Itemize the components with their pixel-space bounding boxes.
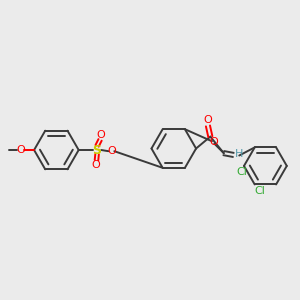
Text: Cl: Cl <box>236 167 247 177</box>
Text: H: H <box>235 149 243 159</box>
Text: O: O <box>96 130 105 140</box>
Text: O: O <box>203 115 212 125</box>
Text: Cl: Cl <box>255 186 266 196</box>
Text: O: O <box>16 145 25 155</box>
Text: S: S <box>93 143 102 157</box>
Text: O: O <box>209 137 218 147</box>
Text: O: O <box>107 146 116 156</box>
Text: O: O <box>91 160 100 170</box>
